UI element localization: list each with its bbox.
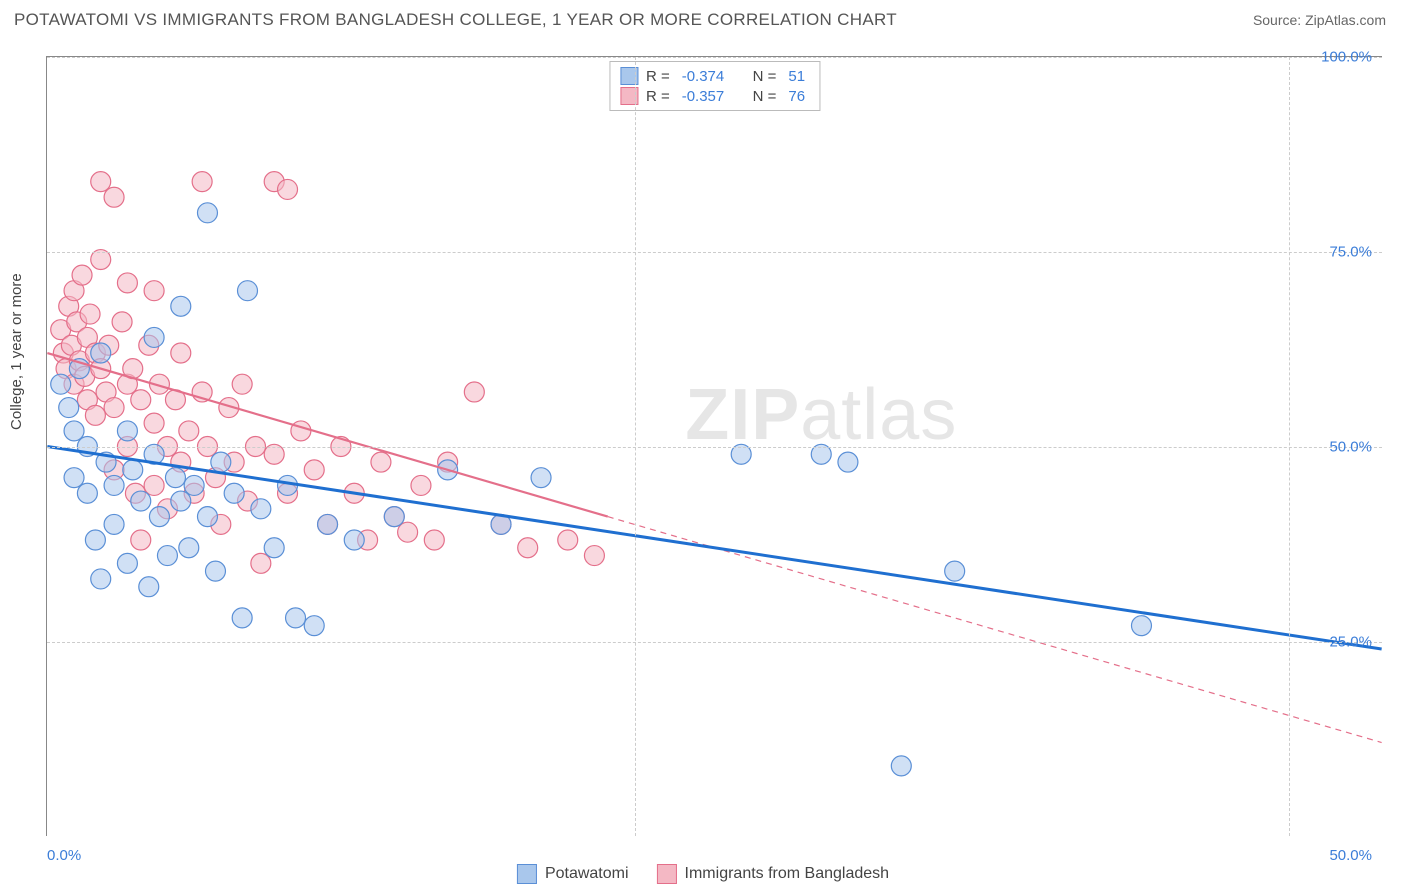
n-label: N =	[753, 88, 777, 105]
n-label: N =	[753, 68, 777, 85]
source-name: ZipAtlas.com	[1305, 12, 1386, 28]
r-value-b: -0.357	[682, 88, 725, 105]
x-tick-label: 50.0%	[1329, 847, 1372, 864]
gridline-v	[635, 57, 636, 836]
r-value-a: -0.374	[682, 68, 725, 85]
n-value-b: 76	[788, 88, 805, 105]
legend-item-a: Potawatomi	[517, 864, 629, 884]
stats-row-series-a: R = -0.374 N = 51	[620, 66, 809, 86]
gridline-h	[47, 252, 1382, 253]
y-axis-label: College, 1 year or more	[8, 273, 25, 430]
swatch-series-b-icon	[657, 864, 677, 884]
gridline-v	[1289, 57, 1290, 836]
stats-legend: R = -0.374 N = 51 R = -0.357 N = 76	[609, 61, 820, 111]
r-label: R =	[646, 68, 670, 85]
chart-plot-area: ZIPatlas R = -0.374 N = 51 R = -0.357 N …	[46, 56, 1382, 836]
x-tick-label: 0.0%	[47, 847, 81, 864]
gridline-h	[47, 447, 1382, 448]
n-value-a: 51	[788, 68, 805, 85]
gridline-h	[47, 57, 1382, 58]
y-tick-label: 25.0%	[1329, 634, 1372, 651]
stats-row-series-b: R = -0.357 N = 76	[620, 86, 809, 106]
swatch-series-a-icon	[517, 864, 537, 884]
y-tick-label: 50.0%	[1329, 439, 1372, 456]
legend-item-b: Immigrants from Bangladesh	[657, 864, 890, 884]
gridline-h	[47, 642, 1382, 643]
bottom-legend: Potawatomi Immigrants from Bangladesh	[517, 864, 889, 884]
legend-label-b: Immigrants from Bangladesh	[685, 865, 890, 883]
legend-label-a: Potawatomi	[545, 865, 629, 883]
chart-title: POTAWATOMI VS IMMIGRANTS FROM BANGLADESH…	[14, 10, 897, 30]
r-label: R =	[646, 88, 670, 105]
y-tick-label: 75.0%	[1329, 244, 1372, 261]
y-tick-label: 100.0%	[1321, 49, 1372, 66]
source-prefix: Source:	[1253, 12, 1305, 28]
source-attribution: Source: ZipAtlas.com	[1253, 12, 1386, 28]
